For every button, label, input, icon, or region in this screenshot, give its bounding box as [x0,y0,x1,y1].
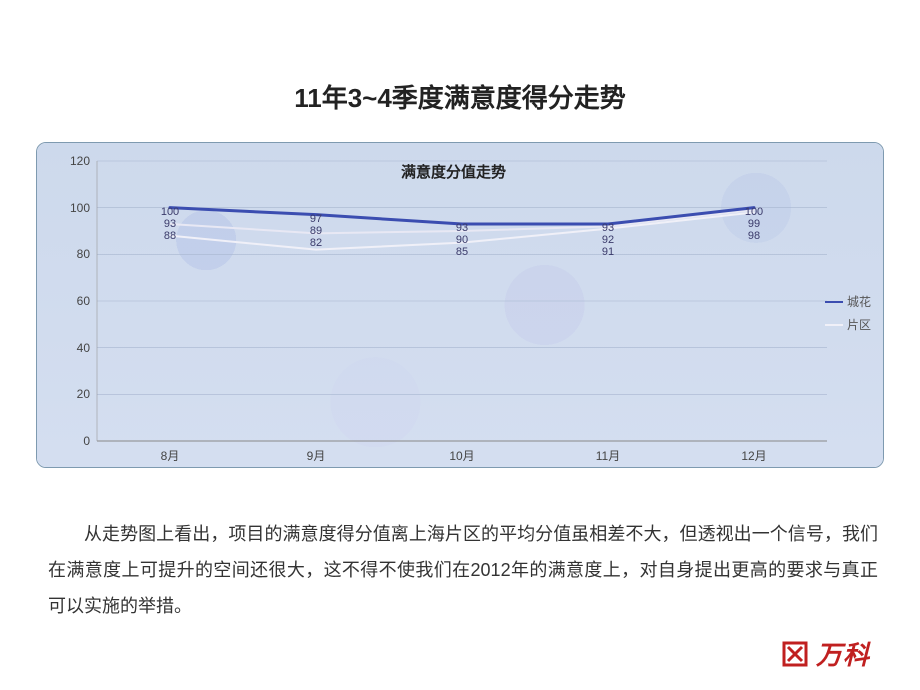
x-tick-label: 9月 [307,447,326,464]
data-label: 88 [164,230,176,242]
vanke-logo-text: 万科 [816,635,870,672]
x-tick-label: 11月 [596,447,620,464]
data-label: 92 [602,234,614,246]
legend-item: 片区 [825,316,871,333]
body-paragraph: 从走势图上看出，项目的满意度得分值离上海片区的平均分值虽相差不大，但透视出一个信… [48,516,878,624]
y-tick-label: 40 [42,341,90,355]
y-tick-label: 120 [42,154,90,168]
data-label: 89 [310,225,322,237]
y-tick-label: 0 [42,434,90,448]
chart-container: 满意度分值走势 0204060801001208月9月10月11月12月1009… [36,142,884,468]
legend-label: 城花 [847,293,871,310]
x-tick-label: 10月 [449,447,474,464]
data-label: 91 [602,246,614,258]
y-tick-label: 80 [42,247,90,261]
legend-label: 片区 [847,316,871,333]
data-label: 97 [310,213,322,225]
legend-swatch [825,324,843,326]
vanke-logo-icon [780,639,810,669]
vanke-logo: 万科 [780,635,870,672]
data-label: 93 [164,218,176,230]
data-label: 100 [161,206,179,218]
data-label: 100 [745,206,763,218]
y-tick-label: 100 [42,201,90,215]
chart-title: 满意度分值走势 [401,161,506,182]
x-tick-label: 8月 [161,447,180,464]
data-label: 99 [748,218,760,230]
y-tick-label: 60 [42,294,90,308]
data-label: 90 [456,234,468,246]
legend-item: 城花 [825,293,871,310]
data-label: 93 [456,222,468,234]
data-label: 93 [602,222,614,234]
data-label: 98 [748,230,760,242]
slide-title: 11年3~4季度满意度得分走势 [0,0,920,135]
y-tick-label: 20 [42,387,90,401]
data-label: 82 [310,237,322,249]
body-text: 从走势图上看出，项目的满意度得分值离上海片区的平均分值虽相差不大，但透视出一个信… [48,516,878,624]
data-label: 85 [456,246,468,258]
chart-svg [37,143,884,468]
x-tick-label: 12月 [741,447,766,464]
legend-swatch [825,301,843,303]
